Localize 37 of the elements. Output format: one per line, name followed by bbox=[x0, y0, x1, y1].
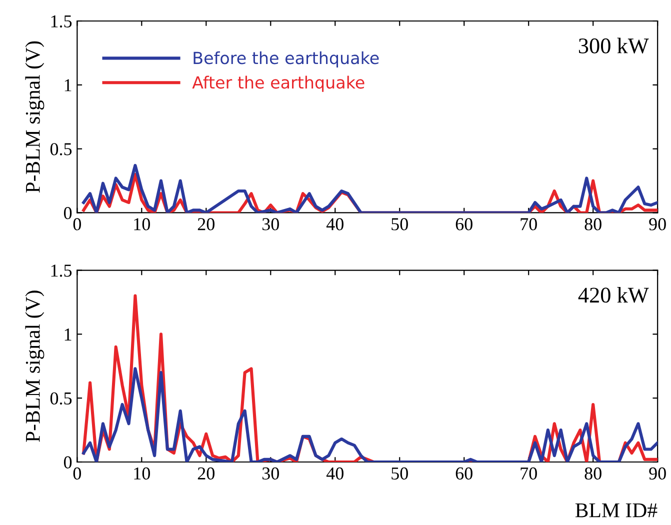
x-tick-label: 30 bbox=[262, 218, 279, 230]
line-series bbox=[82, 367, 658, 462]
x-tick-label: 80 bbox=[584, 218, 602, 230]
legend-label: After the earthquake bbox=[192, 76, 364, 92]
x-tick-label: 40 bbox=[326, 467, 344, 480]
y-tick-label: 0 bbox=[64, 456, 72, 468]
y-axis-title: P-BLM signal (V) bbox=[25, 41, 44, 193]
x-tick-label: 0 bbox=[73, 218, 81, 230]
x-tick-label: 60 bbox=[456, 218, 472, 230]
y-tick-label: 0.5 bbox=[50, 143, 72, 156]
x-tick-label: 70 bbox=[520, 467, 537, 480]
x-tick-label: 10 bbox=[134, 218, 150, 230]
x-tick-label: 20 bbox=[198, 218, 214, 230]
annotation: 420 kW bbox=[578, 287, 649, 303]
y-tick-label: 1.5 bbox=[51, 15, 72, 28]
x-tick-label: 20 bbox=[198, 467, 214, 480]
x-tick-label: 10 bbox=[134, 467, 150, 480]
x-tick-label: 80 bbox=[584, 467, 602, 480]
y-tick-label: 0 bbox=[64, 206, 72, 220]
x-tick-label: 70 bbox=[520, 218, 537, 230]
x-tick-label: 50 bbox=[392, 218, 408, 230]
x-tick-label: 30 bbox=[262, 467, 279, 480]
x-tick-label: 60 bbox=[456, 467, 472, 480]
y-tick-label: 1 bbox=[64, 79, 72, 92]
x-tick-label: 50 bbox=[392, 467, 408, 480]
y-axis-title: P-BLM signal (V) bbox=[25, 290, 44, 442]
y-tick-label: 1 bbox=[64, 328, 72, 340]
x-tick-label: 0 bbox=[73, 467, 81, 480]
x-tick-label: 90 bbox=[649, 467, 666, 480]
x-tick-label: 90 bbox=[649, 218, 666, 230]
legend-label: Before the earthquake bbox=[194, 51, 379, 68]
x-axis-title: BLM ID# bbox=[575, 503, 658, 518]
y-tick-label: 0.5 bbox=[50, 392, 72, 405]
line-series bbox=[82, 164, 658, 213]
y-tick-label: 1.5 bbox=[51, 264, 72, 277]
annotation: 300 kW bbox=[578, 38, 649, 54]
x-tick-label: 40 bbox=[326, 218, 344, 230]
